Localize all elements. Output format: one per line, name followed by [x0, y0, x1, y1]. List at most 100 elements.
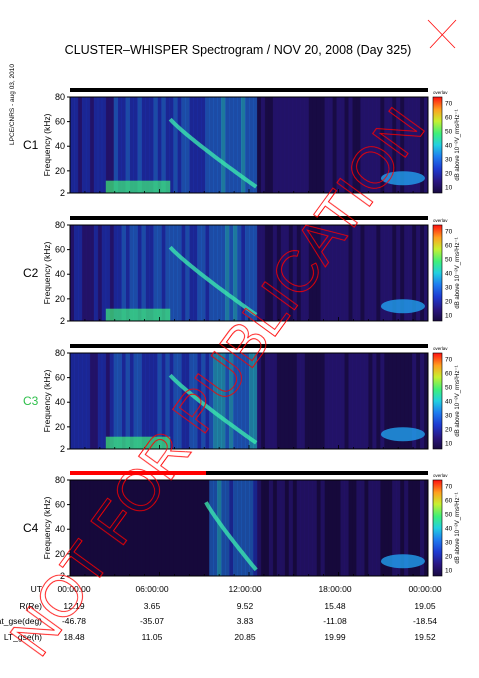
spectrogram-strip	[348, 353, 353, 449]
y-tick-label: 20	[55, 166, 65, 176]
low-frequency-emission	[105, 180, 171, 193]
panel-c2: 2 20 40 60 80 Frequency (kHz)C2 overlav 70 60 50 4…	[23, 216, 461, 326]
spectrogram-strip	[340, 480, 345, 576]
spectrogram-strip	[276, 97, 282, 193]
spectrogram-strip	[109, 353, 115, 449]
spectrogram-strip	[372, 480, 377, 576]
spectrogram-strip	[300, 480, 305, 576]
spectrogram-strip	[408, 353, 413, 449]
ephemeris-row-label: R(Re)	[19, 601, 42, 611]
spectrogram-strip	[276, 480, 282, 576]
spectrogram-strip	[217, 480, 222, 576]
colorbar-tick-label: 40	[445, 526, 453, 533]
spectrogram-strip	[185, 480, 190, 576]
spectrogram-strip	[332, 353, 337, 449]
spectrogram-strip	[252, 353, 258, 449]
colorbar-tick-label: 30	[445, 540, 453, 547]
spectrogram-strip	[133, 480, 138, 576]
spectrogram-strip	[272, 225, 278, 321]
spectrogram-strip	[193, 97, 198, 193]
ephemeris-row-label: UT	[31, 584, 42, 594]
spectrogram-strip	[133, 225, 138, 321]
spectrogram-strip	[117, 353, 123, 449]
spectrogram-strip	[209, 353, 214, 449]
ephemeris-value: -46.78	[62, 616, 86, 626]
spectrogram-strip	[276, 225, 282, 321]
spectrogram-strip	[201, 97, 206, 193]
spectrogram-strip	[376, 353, 381, 449]
spectrogram-strip	[89, 480, 95, 576]
spectrogram-strip	[217, 97, 222, 193]
spectrogram-strip	[161, 97, 166, 193]
spectrogram-strip	[252, 480, 258, 576]
spectrogram-strip	[133, 353, 138, 449]
spectrogram-strip	[117, 97, 123, 193]
ephemeris-value: 19.52	[414, 632, 436, 642]
spectrogram-strip	[213, 225, 218, 321]
status-bar	[70, 344, 428, 348]
spectrogram-strip	[137, 480, 142, 576]
spectrogram-strip	[384, 480, 389, 576]
spectrogram-strip	[388, 353, 393, 449]
spectrogram-strip	[233, 97, 238, 193]
spectrogram-strip	[189, 480, 194, 576]
colorbar-tick-label: 10	[445, 568, 453, 575]
spectrogram-strip	[101, 353, 107, 449]
spectrogram-strip	[249, 353, 254, 449]
spectrogram-strip	[372, 225, 377, 321]
spectrogram-strip	[284, 97, 290, 193]
spectrogram-strip	[229, 97, 234, 193]
spectrogram-strip	[316, 97, 321, 193]
spectrogram-strip	[149, 225, 154, 321]
spectrogram-strip	[85, 480, 91, 576]
spectrogram-strip	[336, 97, 341, 193]
spectrogram-strip	[272, 353, 278, 449]
y-tick-label: 2	[60, 571, 65, 581]
spectrogram-strip	[77, 97, 83, 193]
spectrogram-strip	[141, 353, 146, 449]
spectrogram-strip	[264, 353, 270, 449]
spectrogram-strip	[177, 225, 182, 321]
colorbar-tick-label: 50	[445, 512, 453, 519]
spectrogram-strip	[237, 225, 242, 321]
spectrogram-strip	[73, 97, 79, 193]
spectrogram-strip	[181, 225, 186, 321]
spectrogram-strip	[153, 353, 158, 449]
spectrogram-strip	[256, 97, 262, 193]
spectrogram-strip	[392, 353, 397, 449]
spectrogram-strip	[89, 97, 95, 193]
spectrogram-strip	[356, 353, 361, 449]
spectrogram-strip	[181, 353, 186, 449]
y-tick-label: 80	[55, 92, 65, 102]
spectrogram-strip	[284, 480, 290, 576]
y-tick-label: 40	[55, 397, 65, 407]
emission-band	[168, 373, 258, 445]
spectrogram-strip	[165, 225, 170, 321]
ephemeris-value: -18.54	[413, 616, 437, 626]
spectrogram-strip	[392, 480, 397, 576]
spectrogram-strip	[400, 480, 405, 576]
spectrogram-strip	[153, 97, 158, 193]
spectrogram-strip	[324, 480, 329, 576]
spectrogram-strip	[145, 97, 150, 193]
spectrogram-strip	[93, 97, 99, 193]
spectrogram-strip	[189, 97, 194, 193]
spectrogram-strip	[249, 225, 254, 321]
spectrogram-strip	[173, 480, 178, 576]
y-tick-label: 20	[55, 422, 65, 432]
spectrogram-strip	[201, 225, 206, 321]
spectrogram-strip	[157, 353, 162, 449]
colorbar-tick-label: 50	[445, 129, 453, 136]
colorbar-label: dB above 10⁻⁸V_rms²Hz⁻¹	[454, 237, 461, 308]
spectrogram-strip	[181, 97, 186, 193]
spectrogram-strip	[252, 97, 258, 193]
spectrogram-strip	[121, 480, 126, 576]
spectrogram-strip	[404, 225, 409, 321]
spectrogram-strip	[292, 225, 298, 321]
ephemeris-value: 18.48	[63, 632, 85, 642]
spectrogram-strip	[205, 480, 210, 576]
spectrogram-strip	[336, 480, 341, 576]
spectrogram-strip	[276, 353, 282, 449]
